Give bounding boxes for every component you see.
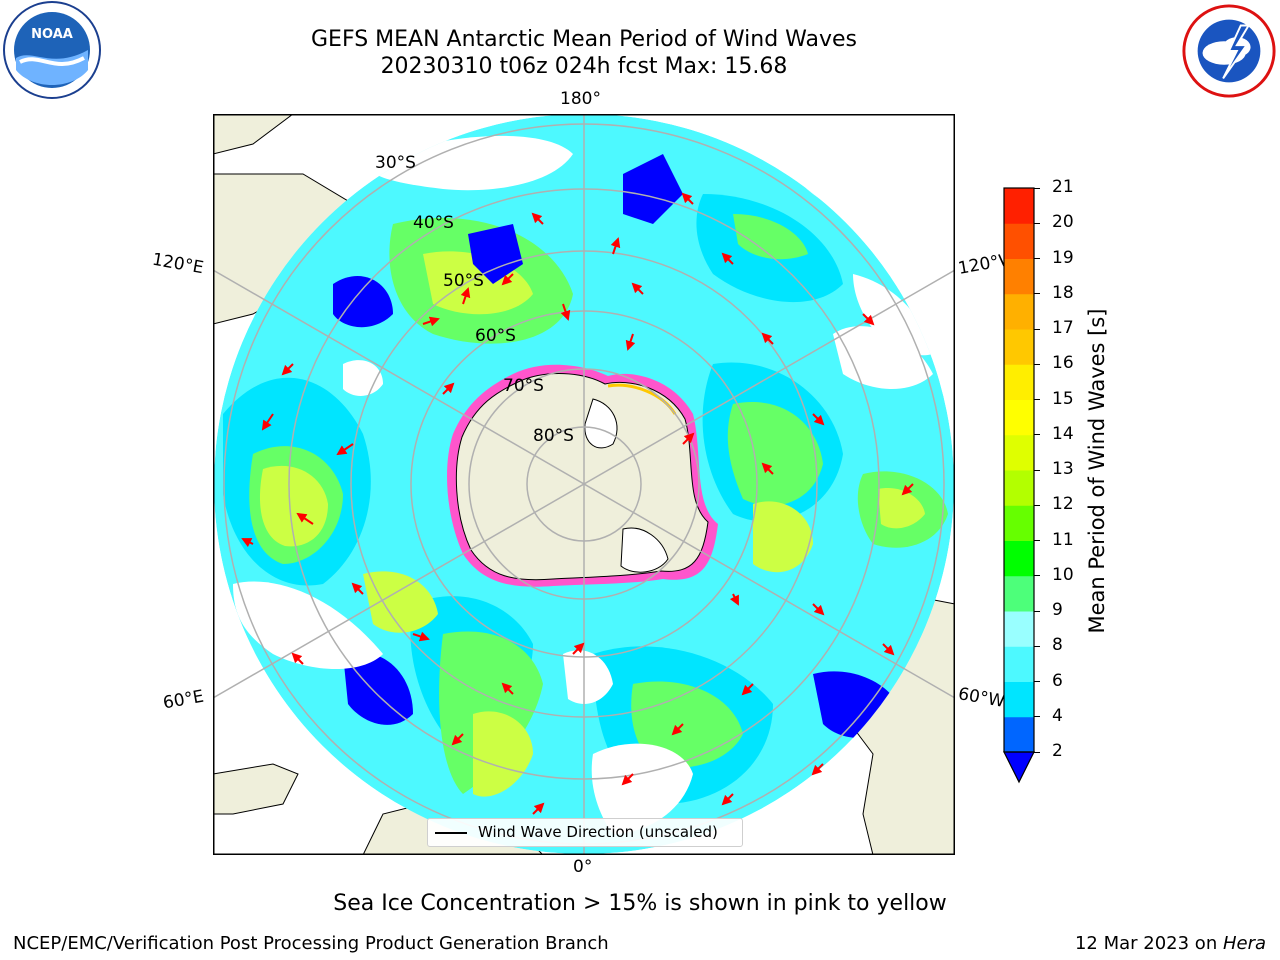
polar-map: 30°S 40°S 50°S 60°S 70°S 80°S [213, 114, 955, 855]
wave-field [223, 134, 948, 834]
colorbar-cell [1004, 293, 1034, 330]
colorbar-cell [1004, 681, 1034, 718]
colorbar-tick-mark [1034, 645, 1040, 647]
colorbar-cell [1004, 258, 1034, 295]
lon-label-60e: 60°E [161, 686, 206, 714]
colorbar-extend-triangle [1003, 751, 1035, 784]
chart-subtitle: 20230310 t06z 024h fcst Max: 15.68 [380, 54, 788, 79]
wave-arrows [241, 192, 914, 815]
colorbar-tick-label: 21 [1052, 177, 1074, 197]
colorbar-tick-label: 17 [1052, 318, 1074, 338]
colorbar-tick-label: 13 [1052, 459, 1074, 479]
lon-label-180: 180° [560, 89, 601, 109]
colorbar-cell [1004, 575, 1034, 612]
colorbar-cell [1004, 505, 1034, 541]
colorbar-tick-mark [1034, 575, 1040, 577]
colorbar-tick-mark [1034, 363, 1040, 365]
credit-text: NCEP/EMC/Verification Post Processing Pr… [13, 933, 609, 954]
colorbar-cell [1004, 223, 1034, 259]
colorbar-cell [1004, 434, 1034, 471]
colorbar-cell [1004, 716, 1034, 753]
colorbar-cell [1004, 470, 1034, 506]
colorbar-cell [1004, 364, 1034, 400]
land-madagascar [213, 763, 299, 815]
lon-label-0: 0° [573, 857, 593, 877]
colorbar-tick-mark [1034, 399, 1040, 400]
colorbar-tick-label: 10 [1052, 564, 1074, 585]
map-legend: Wind Wave Direction (unscaled) [427, 818, 743, 847]
legend-text: Wind Wave Direction (unscaled) [478, 823, 718, 841]
antarctica [447, 364, 718, 587]
lat-label-50s: 50°S [443, 271, 484, 291]
colorbar-label: Mean Period of Wind Waves [s] [1085, 308, 1109, 634]
colorbar [1003, 187, 1035, 784]
colorbar-tick-label: 19 [1052, 247, 1074, 268]
lat-label-80s: 80°S [533, 426, 574, 446]
colorbar-tick-label: 16 [1052, 353, 1074, 374]
colorbar-tick-label: 9 [1052, 600, 1063, 620]
colorbar-tick-mark [1034, 328, 1040, 330]
colorbar-cell [1004, 646, 1034, 682]
lat-label-30s: 30°S [375, 153, 416, 173]
land-corner-topleft [213, 114, 294, 155]
colorbar-tick-mark [1034, 504, 1040, 506]
lat-label-60s: 60°S [475, 326, 516, 346]
noaa-logo-text: NOAA [31, 27, 73, 42]
colorbar-tick-mark [1034, 434, 1040, 436]
colorbar-tick-mark [1034, 258, 1040, 259]
colorbar-tick-label: 15 [1052, 388, 1074, 409]
colorbar-tick-mark [1034, 222, 1040, 224]
lat-label-70s: 70°S [503, 376, 544, 396]
lon-label-120e: 120°E [150, 249, 206, 279]
lat-label-40s: 40°S [413, 213, 454, 233]
date-text: 12 Mar 2023 on [1074, 933, 1223, 954]
colorbar-tick-mark [1034, 751, 1040, 753]
lon-label-60w: 60°W [956, 684, 1007, 712]
colorbar-tick-label: 14 [1052, 423, 1074, 444]
date-host: Hera [1222, 933, 1266, 954]
colorbar-tick-mark [1034, 187, 1040, 189]
nws-logo [1182, 4, 1276, 98]
legend-line-swatch [435, 832, 467, 834]
colorbar-tick-mark [1034, 469, 1040, 471]
colorbar-tick-mark [1034, 716, 1040, 718]
sea-ice-note: Sea Ice Concentration > 15% is shown in … [333, 891, 947, 916]
colorbar-tick-mark [1034, 293, 1040, 295]
colorbar-tick-mark [1034, 540, 1040, 541]
colorbar-tick-label: 8 [1052, 635, 1063, 656]
colorbar-tick-label: 2 [1052, 741, 1063, 761]
colorbar-tick-mark [1034, 610, 1040, 612]
colorbar-tick-label: 12 [1052, 494, 1074, 515]
colorbar-cell [1004, 611, 1034, 647]
chart-title: GEFS MEAN Antarctic Mean Period of Wind … [311, 27, 857, 52]
noaa-logo: NOAA [3, 1, 101, 99]
colorbar-cell [1004, 188, 1034, 224]
date-stamp: 12 Mar 2023 on Hera [1075, 933, 1266, 954]
colorbar-tick-label: 4 [1052, 705, 1063, 726]
colorbar-tick-mark [1034, 681, 1040, 682]
colorbar-cell [1004, 329, 1034, 365]
colorbar-tick-label: 20 [1052, 212, 1074, 233]
colorbar-tick-label: 11 [1052, 529, 1074, 550]
colorbar-cell [1004, 399, 1034, 436]
colorbar-cell [1004, 540, 1034, 577]
colorbar-tick-label: 18 [1052, 282, 1074, 303]
colorbar-tick-label: 6 [1052, 670, 1063, 691]
